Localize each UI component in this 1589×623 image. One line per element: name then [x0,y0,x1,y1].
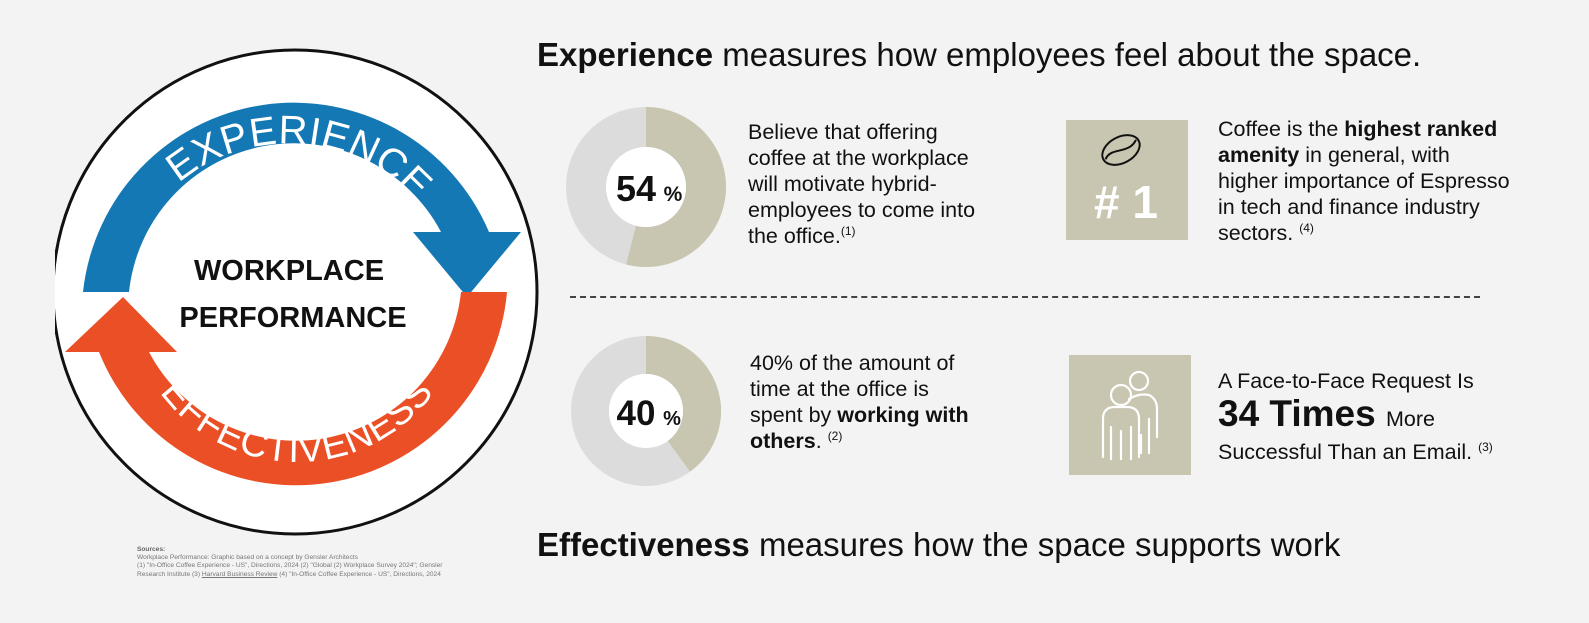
sources-line3a: Research Institute (3) [137,570,201,578]
donut-value: 40 [617,394,656,433]
coffee-stat-line1: Believe that offering [748,120,938,144]
rank-line3: higher importance of Espresso [1218,169,1510,193]
collab-line3-bold: working with [837,403,969,427]
experience-arc [83,102,521,297]
collab-line1: 40% of the amount of [750,351,955,375]
sources-line2a: (1) "In-Office Coffee Experience - US", … [137,562,299,570]
sources-line2b: (2) "Global (2) Workplace Survey 2024"; … [300,562,443,570]
coffee-stat-text: Believe that offering coffee at the work… [748,119,1048,249]
effectiveness-headline: Effectiveness measures how the space sup… [537,526,1340,564]
rank-text: Coffee is the highest ranked amenity in … [1218,116,1563,246]
collab-stat-text: 40% of the amount of time at the office … [750,350,1030,454]
donut-hole [606,147,686,227]
collab-line2: time at the office is [750,377,929,401]
footnote-4: (4) [1299,220,1314,235]
section-divider [570,296,1480,298]
face-big-after: More [1385,407,1435,431]
coffee-rank-card: # 1 [1066,120,1188,240]
donut-value: 54 [616,168,656,209]
rank-line1-bold: highest ranked [1344,117,1498,141]
effectiveness-arc [65,292,507,486]
face-big: 34 Times [1218,393,1376,434]
rank-line4: in tech and finance industry [1218,195,1480,219]
face-line1: A Face-to-Face Request Is [1218,369,1474,393]
sources-note: Sources: Workplace Performance: Graphic … [137,546,497,579]
effectiveness-headline-bold: Effectiveness [537,526,750,563]
effectiveness-headline-rest: measures how the space supports work [749,526,1341,563]
collaboration-donut: 40 % [571,336,721,486]
coffee-stat-line2: coffee at the workplace [748,146,969,170]
footnote-2: (2) [827,428,843,443]
rank-label: # 1 [1094,176,1158,228]
donut-unit: % [664,183,683,206]
collab-line4-bold: others [750,429,816,453]
workplace-performance-cycle: EXPERIENCE EFFECTIVENESS WORKPLACE PERFO… [55,48,539,536]
rank-line5: sectors. [1218,221,1294,245]
face-to-face-text: A Face-to-Face Request Is 34 Times More … [1218,368,1558,465]
footnote-1: (1) [840,223,856,238]
donut-filled-arc [626,107,726,267]
rank-line1: Coffee is the [1218,117,1345,141]
hbr-link[interactable]: Harvard Business Review [201,570,278,578]
experience-headline: Experience measures how employees feel a… [537,36,1421,74]
face-to-face-card [1069,355,1191,475]
sources-line1: Workplace Performance: Graphic based on … [137,554,358,562]
center-label-line1: WORKPLACE [194,255,384,287]
donut-hole [609,374,683,448]
footnote-3: (3) [1478,439,1493,454]
collab-line3: spent by [750,403,838,427]
coffee-stat-line3: will motivate hybrid- [748,172,937,196]
coffee-motivation-donut: 54 % [566,107,726,267]
coffee-bean-icon: # 1 [1094,134,1158,228]
donut-unit: % [663,408,681,430]
donut-filled-arc [645,336,721,472]
experience-headline-rest: measures how employees feel about the sp… [713,36,1422,73]
experience-headline-bold: Experience [537,36,714,73]
center-label-line2: PERFORMANCE [179,302,406,334]
coffee-stat-line4: employees to come into [748,198,976,222]
face-line3: Successful Than an Email. [1218,440,1473,464]
sources-heading: Sources: [137,546,166,553]
collab-line4: . [815,429,822,453]
rank-line2-bold: amenity [1218,143,1300,167]
people-icon [1101,370,1159,461]
coffee-stat-line5: the office. [748,224,841,248]
sources-line3b: (4) "In-Office Coffee Experience - US", … [279,570,441,578]
rank-line2: in general, with [1299,143,1450,167]
